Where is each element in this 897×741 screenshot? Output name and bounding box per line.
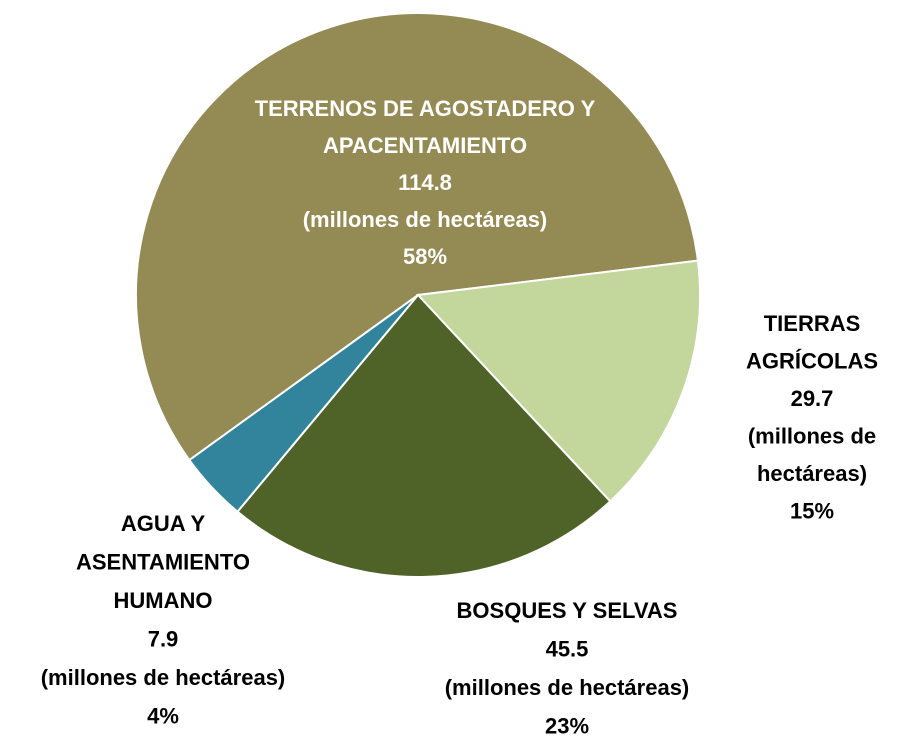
slice-label: AGRÍCOLAS xyxy=(746,348,878,373)
slice-label: TERRENOS DE AGOSTADERO Y xyxy=(255,96,596,121)
slice-label: (millones de hectáreas) xyxy=(445,675,690,700)
slice-label: 23% xyxy=(545,713,589,738)
slice-label: 15% xyxy=(790,498,834,523)
slice-label: 4% xyxy=(147,703,179,728)
slice-label: (millones de xyxy=(748,423,876,448)
slice-label: APACENTAMIENTO xyxy=(323,133,527,158)
slice-label: hectáreas) xyxy=(757,461,867,486)
slice-label: 29.7 xyxy=(791,386,834,411)
slice-label: BOSQUES Y SELVAS xyxy=(457,598,678,623)
slice-label: 7.9 xyxy=(148,626,179,651)
slice-label: (millones de hectáreas) xyxy=(303,207,548,232)
slice-label: TIERRAS xyxy=(764,311,861,336)
slice-label: 45.5 xyxy=(546,636,589,661)
pie-slice xyxy=(415,259,701,503)
pie-slice xyxy=(187,294,419,514)
slice-label: 114.8 xyxy=(398,170,452,195)
pie-slice xyxy=(236,293,612,578)
pie-slice xyxy=(135,12,700,462)
slice-label: HUMANO xyxy=(114,588,213,613)
slice-label: 58% xyxy=(403,244,447,269)
slice-label: AGUA Y xyxy=(121,511,206,536)
slice-label: ASENTAMIENTO xyxy=(76,549,250,574)
slice-label: (millones de hectáreas) xyxy=(41,665,286,690)
